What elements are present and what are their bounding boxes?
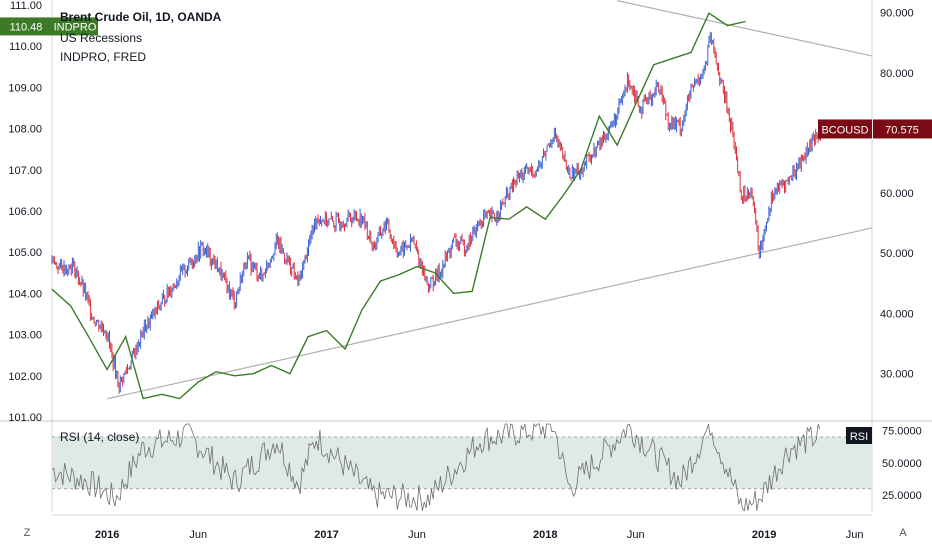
legend-main: Brent Crude Oil, 1D, OANDA — [60, 10, 222, 24]
rsi-title: RSI (14, close) — [60, 430, 140, 444]
indpro-name-badge — [52, 17, 98, 36]
bcousd-value-badge — [873, 119, 932, 139]
right-tick-label: 30.000 — [880, 369, 914, 381]
rsi-tick-label: 75.0000 — [882, 426, 922, 438]
indpro-value-badge — [0, 17, 52, 36]
candles — [51, 32, 821, 394]
x-tick-label: 2016 — [95, 529, 119, 541]
rsi-line — [51, 422, 821, 512]
x-tick-label: 2019 — [752, 529, 776, 541]
x-tick-label: 2017 — [314, 529, 338, 541]
rsi-panel — [51, 422, 872, 512]
indpro-series — [51, 12, 746, 400]
right-tick-label: 40.000 — [880, 308, 914, 320]
trendline-upper — [617, 0, 873, 57]
bcousd-name-text: BCOUSD — [821, 124, 868, 136]
rsi-band — [52, 436, 872, 489]
rsi-name-text: RSI — [850, 431, 868, 443]
left-tick-label: 110.00 — [9, 41, 42, 53]
rsi-name-badge — [846, 427, 872, 444]
rsi-tick-label: 50.0000 — [882, 458, 922, 470]
right-tick-label: 80.000 — [880, 68, 914, 80]
left-tick-label: 107.00 — [8, 165, 42, 177]
bcousd-name-badge — [818, 119, 872, 139]
right-tick-label: 60.000 — [880, 188, 914, 200]
left-tick-label: 105.00 — [8, 247, 42, 259]
legend-indpro: INDPRO, FRED — [60, 50, 147, 64]
auto-scale-button[interactable]: A — [899, 527, 907, 539]
indpro-name-text: INDPRO — [54, 21, 97, 33]
left-tick-label: 104.00 — [8, 288, 42, 300]
indpro-value-text: 110.48 — [10, 21, 43, 33]
axes: 111.00 110.00 109.00 108.00 107.00 106.00 105.… — [8, 0, 921, 541]
trendline-lower — [107, 227, 873, 400]
x-tick-label: Jun — [846, 529, 864, 541]
indpro-line — [51, 12, 746, 400]
left-tick-label: 101.00 — [8, 412, 42, 424]
x-tick-label: Jun — [627, 529, 645, 541]
left-tick-label: 108.00 — [8, 124, 42, 136]
left-tick-label: 106.00 — [8, 206, 42, 218]
x-tick-label: 2018 — [533, 529, 557, 541]
rsi-tick-label: 25.0000 — [882, 490, 922, 502]
left-tick-label: 109.00 — [8, 82, 42, 94]
right-tick-label: 50.000 — [880, 248, 914, 260]
left-tick-label: 111.00 — [10, 0, 42, 12]
x-tick-label: Jun — [408, 529, 426, 541]
left-tick-label: 102.00 — [8, 371, 42, 383]
trendlines — [107, 0, 873, 400]
log-scale-button[interactable]: Z — [23, 527, 31, 539]
legend-recessions: US Recessions — [60, 31, 143, 45]
bcousd-value-text: 70.575 — [885, 124, 919, 136]
right-tick-label: 90.000 — [880, 8, 914, 20]
left-tick-label: 103.00 — [8, 330, 42, 342]
x-tick-label: Jun — [189, 529, 207, 541]
badges: BCOUSD 70.575 110.48 INDPRO RSI — [0, 17, 932, 444]
